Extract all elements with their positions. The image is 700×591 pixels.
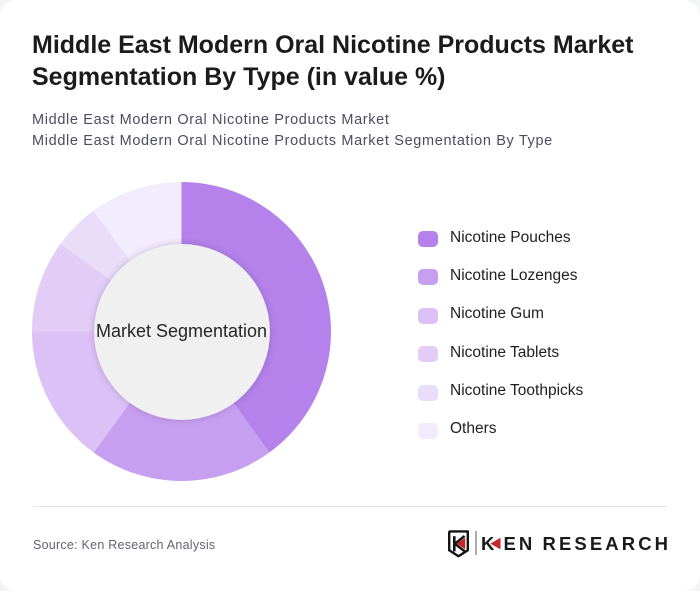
legend-swatch xyxy=(418,422,438,439)
legend-label: Nicotine Tablets xyxy=(450,343,560,361)
donut-chart: Market Segmentation xyxy=(32,182,331,481)
ken-research-logo: K EN RESEARCH xyxy=(448,530,672,558)
donut-center-label: Market Segmentation xyxy=(95,321,268,341)
legend-item[interactable]: Nicotine Pouches xyxy=(418,228,583,247)
wordmark-arrow-icon xyxy=(490,537,501,550)
chart-legend: Nicotine Pouches Nicotine Lozenges Nicot… xyxy=(418,228,584,461)
legend-item[interactable]: Others xyxy=(418,420,583,439)
legend-swatch xyxy=(418,231,438,247)
legend-label: Nicotine Lozenges xyxy=(450,266,578,284)
wordmark-research: RESEARCH xyxy=(543,533,672,554)
legend-label: Nicotine Gum xyxy=(450,305,544,323)
legend-label: Nicotine Toothpicks xyxy=(450,382,584,400)
legend-swatch xyxy=(418,346,438,363)
ken-research-badge-icon xyxy=(448,530,469,558)
legend-item[interactable]: Nicotine Toothpicks xyxy=(418,382,584,401)
legend-swatch xyxy=(418,269,438,286)
subtitle-line-1: Middle East Modern Oral Nicotine Product… xyxy=(32,111,390,128)
legend-swatch xyxy=(418,384,438,401)
legend-swatch xyxy=(418,307,438,324)
legend-item[interactable]: Nicotine Lozenges xyxy=(418,266,583,286)
subtitle-line-2: Middle East Modern Oral Nicotine Product… xyxy=(32,132,553,149)
wordmark-en: EN xyxy=(504,533,536,554)
legend-item[interactable]: Nicotine Tablets xyxy=(418,343,583,363)
legend-label: Others xyxy=(450,420,497,438)
wordmark-k: K xyxy=(481,533,495,554)
chart-title: Middle East Modern Oral Nicotine Product… xyxy=(32,30,634,92)
legend-label: Nicotine Pouches xyxy=(450,228,571,246)
chart-subtitle: Middle East Modern Oral Nicotine Product… xyxy=(32,110,682,152)
legend-item[interactable]: Nicotine Gum xyxy=(418,305,583,324)
ken-research-wordmark: K EN RESEARCH xyxy=(481,533,672,554)
source-text: Source: Ken Research Analysis xyxy=(33,538,216,552)
footer-divider xyxy=(33,506,667,507)
donut-hole: Market Segmentation xyxy=(93,243,270,420)
